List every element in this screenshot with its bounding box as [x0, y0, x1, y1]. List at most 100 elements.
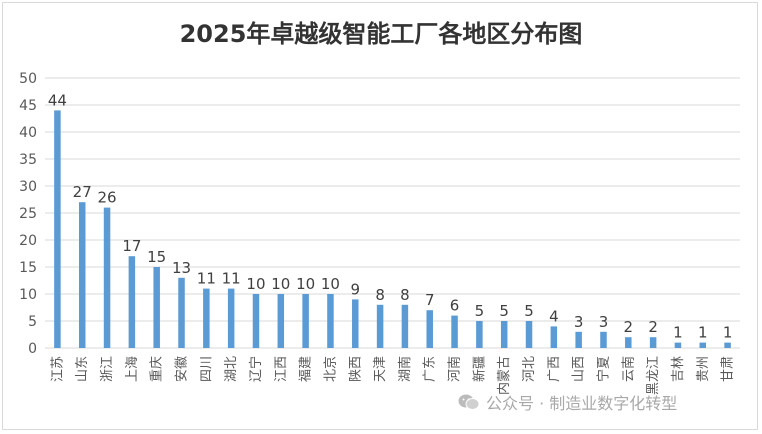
data-label: 5 [475, 302, 485, 320]
data-label: 1 [698, 324, 708, 342]
bar [178, 277, 185, 348]
data-label: 1 [723, 324, 733, 342]
data-label: 3 [599, 313, 609, 331]
y-tick-label: 0 [28, 341, 37, 357]
bar [674, 342, 682, 348]
x-tick-label: 河南 [447, 356, 463, 382]
x-tick-label: 宁夏 [595, 356, 611, 382]
x-tick-label: 广西 [547, 356, 562, 382]
bar [625, 337, 632, 348]
y-tick-label: 5 [28, 314, 37, 330]
x-tick-label: 上海 [125, 356, 140, 382]
bar [352, 299, 359, 348]
x-tick-label: 贵州 [696, 356, 711, 382]
data-label: 2 [648, 318, 658, 336]
x-tick-label: 浙江 [100, 356, 115, 382]
x-tick-label: 内蒙古 [496, 356, 512, 395]
x-tick-label: 甘肃 [721, 356, 736, 382]
y-tick-label: 25 [19, 206, 37, 222]
bar [327, 294, 334, 348]
bar [575, 331, 582, 348]
bar [525, 321, 533, 348]
data-label: 3 [574, 313, 584, 331]
x-tick-label: 新疆 [471, 356, 487, 382]
x-tick-label: 吉林 [671, 356, 686, 382]
bar [302, 294, 309, 348]
x-tick-label: 陕西 [348, 356, 363, 382]
data-label: 15 [147, 248, 166, 266]
bar [724, 342, 731, 348]
x-tick-label: 江苏 [49, 356, 65, 382]
x-tick-label: 河北 [522, 356, 537, 382]
data-label: 4 [549, 307, 559, 325]
bar [103, 207, 111, 348]
bar [54, 110, 61, 349]
x-tick-label: 湖南 [397, 356, 413, 382]
y-tick-label: 45 [19, 98, 37, 114]
data-label: 8 [400, 286, 410, 304]
data-label: 27 [73, 183, 92, 201]
chart-title: 2025年卓越级智能工厂各地区分布图 [179, 20, 583, 48]
bar [153, 267, 160, 348]
bar [401, 304, 409, 348]
watermark-text: 公众号 · 制造业数字化转型 [486, 394, 678, 413]
data-label: 10 [321, 275, 340, 293]
bar [649, 337, 657, 348]
data-label: 11 [197, 270, 216, 288]
bar [227, 288, 235, 348]
data-label: 5 [524, 302, 534, 320]
x-tick-label: 天津 [373, 356, 388, 382]
data-label: 9 [350, 280, 360, 298]
data-label: 1 [673, 324, 683, 342]
x-tick-label: 山西 [572, 356, 587, 382]
bar [500, 321, 508, 348]
y-tick-label: 15 [19, 260, 37, 276]
y-tick-label: 20 [19, 233, 37, 249]
bar [78, 202, 86, 348]
data-label: 17 [122, 237, 141, 255]
x-tick-label: 黑龙江 [646, 356, 661, 395]
x-tick-label: 山东 [75, 356, 90, 382]
data-label: 11 [222, 270, 241, 288]
bar [203, 288, 210, 348]
bar [476, 321, 483, 348]
x-tick-label: 辽宁 [248, 356, 264, 382]
bar [128, 256, 136, 348]
x-tick-label: 江西 [274, 356, 289, 382]
data-label: 7 [425, 291, 435, 309]
x-tick-label: 湖北 [224, 356, 239, 382]
data-label: 10 [296, 275, 315, 293]
watermark: 公众号 · 制造业数字化转型 [458, 390, 677, 414]
data-label: 44 [48, 91, 67, 109]
x-tick-label: 安徽 [175, 356, 190, 382]
y-tick-label: 30 [19, 179, 37, 195]
data-label: 13 [172, 259, 191, 277]
y-tick-label: 35 [19, 152, 37, 168]
x-tick-label: 广东 [423, 356, 438, 382]
x-tick-label: 云南 [620, 356, 636, 382]
wechat-icon [458, 393, 480, 411]
data-label: 6 [450, 297, 460, 315]
data-label: 26 [98, 189, 117, 207]
data-label: 8 [375, 286, 385, 304]
y-tick-label: 40 [19, 125, 37, 141]
x-tick-label: 北京 [323, 356, 338, 382]
bar [699, 342, 707, 348]
bar [451, 315, 458, 348]
bar [600, 331, 607, 348]
bar [426, 310, 433, 348]
data-label: 10 [246, 275, 265, 293]
bar [277, 294, 285, 348]
y-tick-label: 50 [19, 71, 37, 87]
x-tick-label: 福建 [299, 356, 314, 382]
data-label: 5 [499, 302, 509, 320]
y-tick-label: 10 [19, 287, 37, 303]
chart-frame [2, 2, 758, 430]
bar [376, 304, 384, 348]
x-tick-label: 重庆 [149, 356, 165, 382]
bar [550, 326, 558, 348]
bar [252, 294, 260, 348]
x-tick-label: 四川 [199, 356, 214, 382]
data-label: 10 [271, 275, 290, 293]
